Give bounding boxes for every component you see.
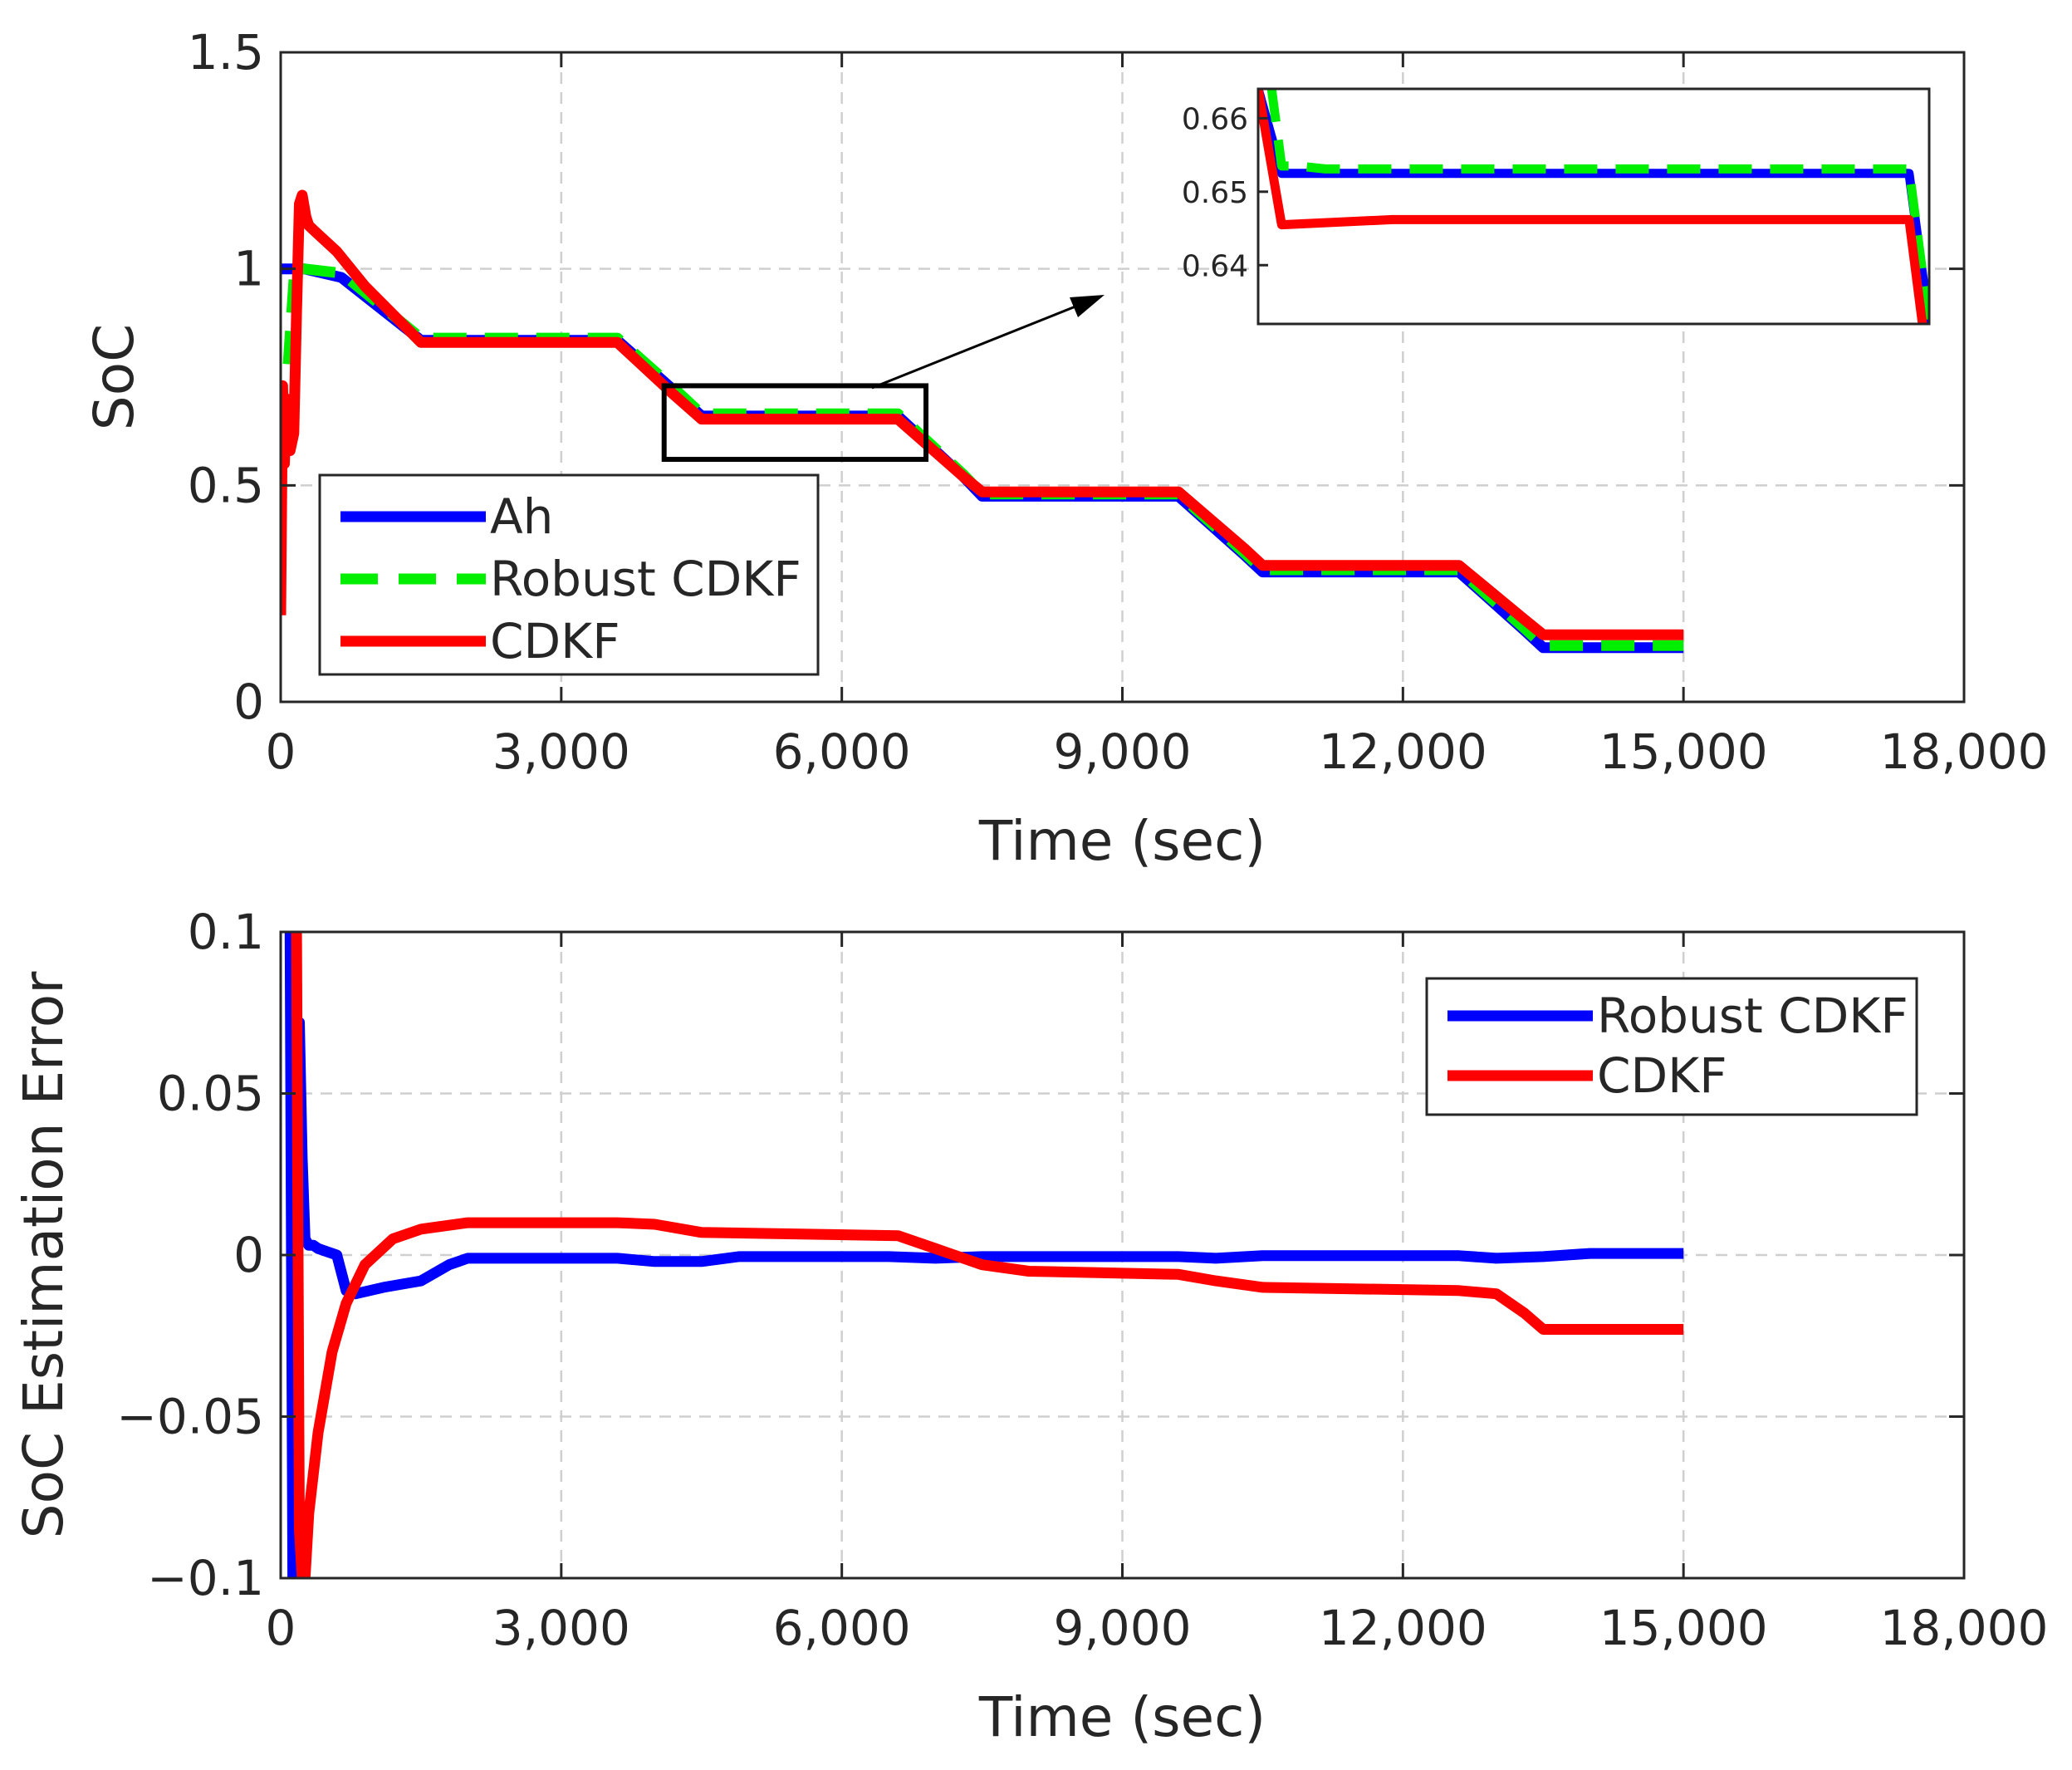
soc-ytick-label-1: 0.5 bbox=[188, 457, 264, 513]
error-series-cdkf bbox=[291, 932, 1684, 1578]
error-ytick-label-2: 0 bbox=[233, 1227, 264, 1283]
error-xlabel: Time (sec) bbox=[978, 1685, 1266, 1749]
inset-ytick-label-2: 0.66 bbox=[1182, 102, 1248, 136]
error-xtick-label-6: 18,000 bbox=[1880, 1600, 2049, 1656]
error-xtick-label-1: 3,000 bbox=[492, 1600, 630, 1656]
inset-axes-box bbox=[1256, 87, 1931, 326]
error-legend-box bbox=[1425, 977, 1918, 1116]
soc-xtick-label-1: 3,000 bbox=[492, 723, 630, 780]
error-xtick-label-5: 15,000 bbox=[1599, 1600, 1768, 1656]
zoom-arrow-line bbox=[871, 303, 1080, 390]
error-ytick-label-0: −0.1 bbox=[147, 1550, 264, 1606]
error-legend-label-robust-cdkf: Robust CDKF bbox=[1597, 988, 1908, 1044]
soc-error-plot: 0 3,000 6,000 9,000 12,000 15,000 18,000 −0.1 −0… bbox=[12, 904, 2048, 1749]
soc-legend-label-cdkf: CDKF bbox=[490, 613, 620, 669]
soc-ytick-label-3: 1.5 bbox=[188, 24, 264, 81]
error-xtick-label-2: 6,000 bbox=[773, 1600, 911, 1656]
error-ylabel: SoC Estimation Error bbox=[12, 971, 76, 1539]
error-ytick-label-4: 0.1 bbox=[188, 904, 264, 960]
inset-background bbox=[1258, 89, 1929, 324]
soc-ylabel: SoC bbox=[82, 324, 146, 430]
soc-xtick-label-4: 12,000 bbox=[1319, 723, 1487, 780]
inset-series-robust-cdkf bbox=[1266, 89, 1929, 324]
error-xtick-label-0: 0 bbox=[266, 1600, 296, 1656]
soc-ytick-label-2: 1 bbox=[233, 241, 264, 297]
soc-legend: Ah Robust CDKF CDKF bbox=[318, 473, 820, 676]
soc-xtick-label-6: 18,000 bbox=[1880, 723, 2049, 780]
inset-plot: 0.64 0.65 0.66 bbox=[1182, 87, 1931, 326]
error-xtick-label-3: 9,000 bbox=[1053, 1600, 1191, 1656]
error-series-robust-cdkf bbox=[284, 932, 1684, 1578]
soc-xtick-label-5: 15,000 bbox=[1599, 723, 1768, 780]
zoom-arrow-head bbox=[1070, 295, 1105, 317]
inset-ytick-label-0: 0.64 bbox=[1182, 249, 1248, 283]
soc-ytick-label-0: 0 bbox=[233, 674, 264, 730]
inset-ytick-label-1: 0.65 bbox=[1182, 176, 1248, 210]
error-xtick-label-4: 12,000 bbox=[1319, 1600, 1487, 1656]
error-ytick-label-3: 0.05 bbox=[157, 1066, 264, 1122]
soc-xtick-label-2: 6,000 bbox=[773, 723, 911, 780]
zoom-box bbox=[661, 383, 929, 463]
soc-plot: 0 3,000 6,000 9,000 12,000 15,000 18,000 0 0.5 1 1… bbox=[82, 24, 2048, 873]
inset-series-cdkf bbox=[1258, 89, 1927, 324]
soc-xtick-label-3: 9,000 bbox=[1053, 723, 1191, 780]
error-legend-label-cdkf: CDKF bbox=[1597, 1047, 1727, 1104]
soc-xlabel: Time (sec) bbox=[978, 809, 1266, 873]
error-ytick-label-1: −0.05 bbox=[116, 1389, 264, 1445]
soc-legend-label-robust-cdkf: Robust CDKF bbox=[490, 551, 801, 607]
soc-legend-label-ah: Ah bbox=[490, 488, 553, 545]
soc-series-cdkf bbox=[281, 189, 1684, 640]
soc-xtick-label-0: 0 bbox=[266, 723, 296, 780]
